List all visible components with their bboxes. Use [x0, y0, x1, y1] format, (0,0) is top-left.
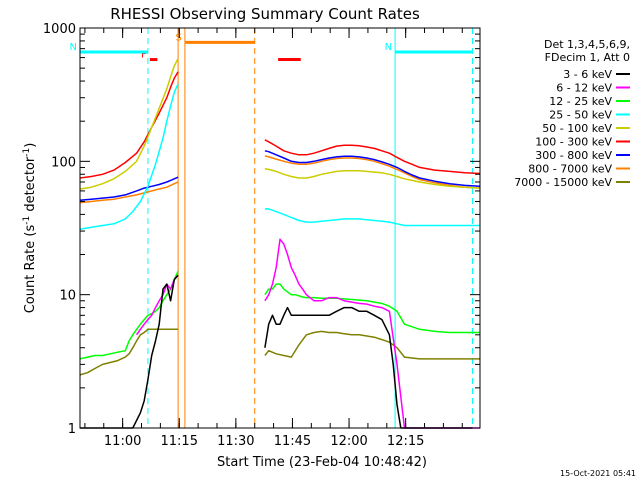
footer-timestamp: 15-Oct-2021 05:41 — [560, 469, 636, 478]
series-line — [79, 176, 179, 202]
y-tick-label: 100 — [51, 155, 76, 170]
y-axis: 1 10 100 1000 — [43, 22, 480, 437]
y-tick-label: 1 — [68, 422, 76, 437]
flag-label: S — [176, 32, 182, 43]
series-line — [264, 306, 402, 429]
flag-bars: F N N S — [70, 32, 473, 62]
legend-entry-label: 300 - 800 keV — [535, 149, 612, 162]
series-50-100-kev — [79, 58, 481, 190]
y-tick-label: 10 — [59, 289, 76, 304]
series-line — [264, 167, 481, 189]
legend-entry-label: 6 - 12 keV — [556, 82, 612, 95]
x-tick-label: 11:00 — [104, 434, 141, 449]
series-line — [264, 139, 481, 175]
x-tick-label: 11:15 — [161, 434, 198, 449]
plot-frame — [79, 27, 481, 429]
series-layer — [79, 58, 481, 429]
series-25-50-kev — [79, 83, 480, 230]
vertical-markers — [147, 28, 473, 428]
flag-label: F — [141, 50, 147, 61]
flag-label: N — [385, 42, 392, 53]
x-tick-label: 12:00 — [330, 434, 367, 449]
legend-header: FDecim 1, Att 0 — [545, 51, 630, 64]
series-line — [264, 208, 480, 227]
chart-title: RHESSI Observing Summary Count Rates — [110, 5, 420, 23]
series-line — [79, 71, 179, 179]
series-100-300-kev — [79, 71, 481, 179]
legend-entry-label: 25 - 50 keV — [549, 109, 612, 122]
legend-entry-label: 800 - 7000 keV — [528, 163, 612, 176]
series-line — [79, 83, 179, 230]
legend-entry-label: 50 - 100 keV — [542, 122, 612, 135]
legend-entry-label: 12 - 25 keV — [549, 95, 612, 108]
series-line — [264, 150, 481, 188]
y-tick-label: 1000 — [43, 22, 76, 37]
legend-entry-label: 7000 - 15000 keV — [514, 176, 612, 189]
series-line — [264, 330, 480, 360]
x-tick-label: 11:45 — [274, 434, 311, 449]
x-axis-label: Start Time (23-Feb-04 10:48:42) — [217, 455, 427, 470]
x-tick-label: 12:15 — [387, 434, 424, 449]
flag-label: N — [70, 42, 77, 53]
y-axis-label: Count Rate (s-1 detector-1) — [22, 143, 38, 314]
x-axis: 11:00 11:15 11:30 11:45 12:00 12:15 — [84, 28, 463, 449]
series-line — [264, 155, 481, 189]
series-300-800-kev — [79, 150, 481, 202]
series-line — [135, 274, 179, 336]
legend-entry-label: 100 - 300 keV — [535, 136, 612, 149]
x-tick-label: 11:30 — [217, 434, 254, 449]
series-line — [79, 270, 179, 360]
series-line — [79, 58, 179, 190]
legend: Det 1,3,4,5,6,9,FDecim 1, Att 0 3 - 6 keV… — [514, 38, 630, 189]
legend-header: Det 1,3,4,5,6,9, — [544, 38, 630, 51]
legend-entry-label: 3 - 6 keV — [563, 68, 612, 81]
